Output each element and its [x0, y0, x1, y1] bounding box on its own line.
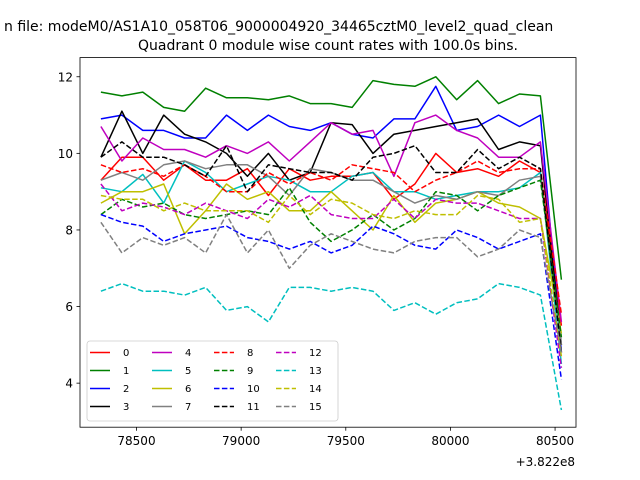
x-axis: 78500 79000 79500 80000 80500	[117, 427, 574, 448]
legend-label-4: 4	[185, 348, 191, 359]
legend-label-3: 3	[123, 402, 129, 413]
series-line-10	[100, 213, 563, 380]
y-tick-label: 4	[65, 377, 73, 391]
legend-label-6: 6	[185, 384, 191, 395]
series-line-12	[100, 183, 563, 368]
y-tick-label: 12	[58, 70, 73, 84]
series-line-1	[100, 76, 563, 280]
legend-label-13: 13	[309, 366, 322, 377]
chart-title: Quadrant 0 module wise count rates with …	[138, 38, 518, 54]
y-tick-label: 8	[65, 223, 73, 237]
series-line-14	[100, 194, 563, 357]
legend-label-10: 10	[247, 384, 260, 395]
x-tick-label: 80500	[536, 434, 574, 448]
legend-label-1: 1	[123, 366, 129, 377]
y-axis: 4 6 8 10 12	[58, 70, 80, 391]
legend-label-8: 8	[247, 348, 253, 359]
legend-label-14: 14	[309, 384, 322, 395]
legend-label-0: 0	[123, 348, 129, 359]
legend-label-12: 12	[309, 348, 322, 359]
series-line-13	[100, 282, 563, 411]
legend-label-9: 9	[247, 366, 253, 377]
plot-frame	[79, 57, 577, 428]
legend-label-5: 5	[185, 366, 191, 377]
series-layer	[100, 76, 563, 411]
x-offset-label: +3.822e8	[516, 455, 575, 469]
y-tick-label: 6	[65, 300, 73, 314]
x-tick-label: 79500	[327, 434, 365, 448]
x-tick-label: 80000	[431, 434, 469, 448]
series-line-0	[100, 152, 563, 326]
series-line-11	[100, 141, 563, 353]
y-tick-label: 10	[58, 147, 73, 161]
x-tick-label: 78500	[117, 434, 155, 448]
legend-label-2: 2	[123, 384, 129, 395]
series-line-9	[100, 179, 563, 338]
legend-label-11: 11	[247, 402, 260, 413]
x-tick-label: 79000	[222, 434, 260, 448]
series-line-4	[100, 114, 563, 322]
legend-label-7: 7	[185, 402, 191, 413]
series-line-8	[100, 160, 563, 315]
series-line-15	[100, 213, 563, 353]
series-line-6	[100, 183, 563, 334]
legend-label-15: 15	[309, 402, 322, 413]
figure-suptitle: n file: modeM0/AS1A10_058T06_9000004920_…	[4, 19, 553, 35]
legend-frame	[86, 340, 339, 422]
